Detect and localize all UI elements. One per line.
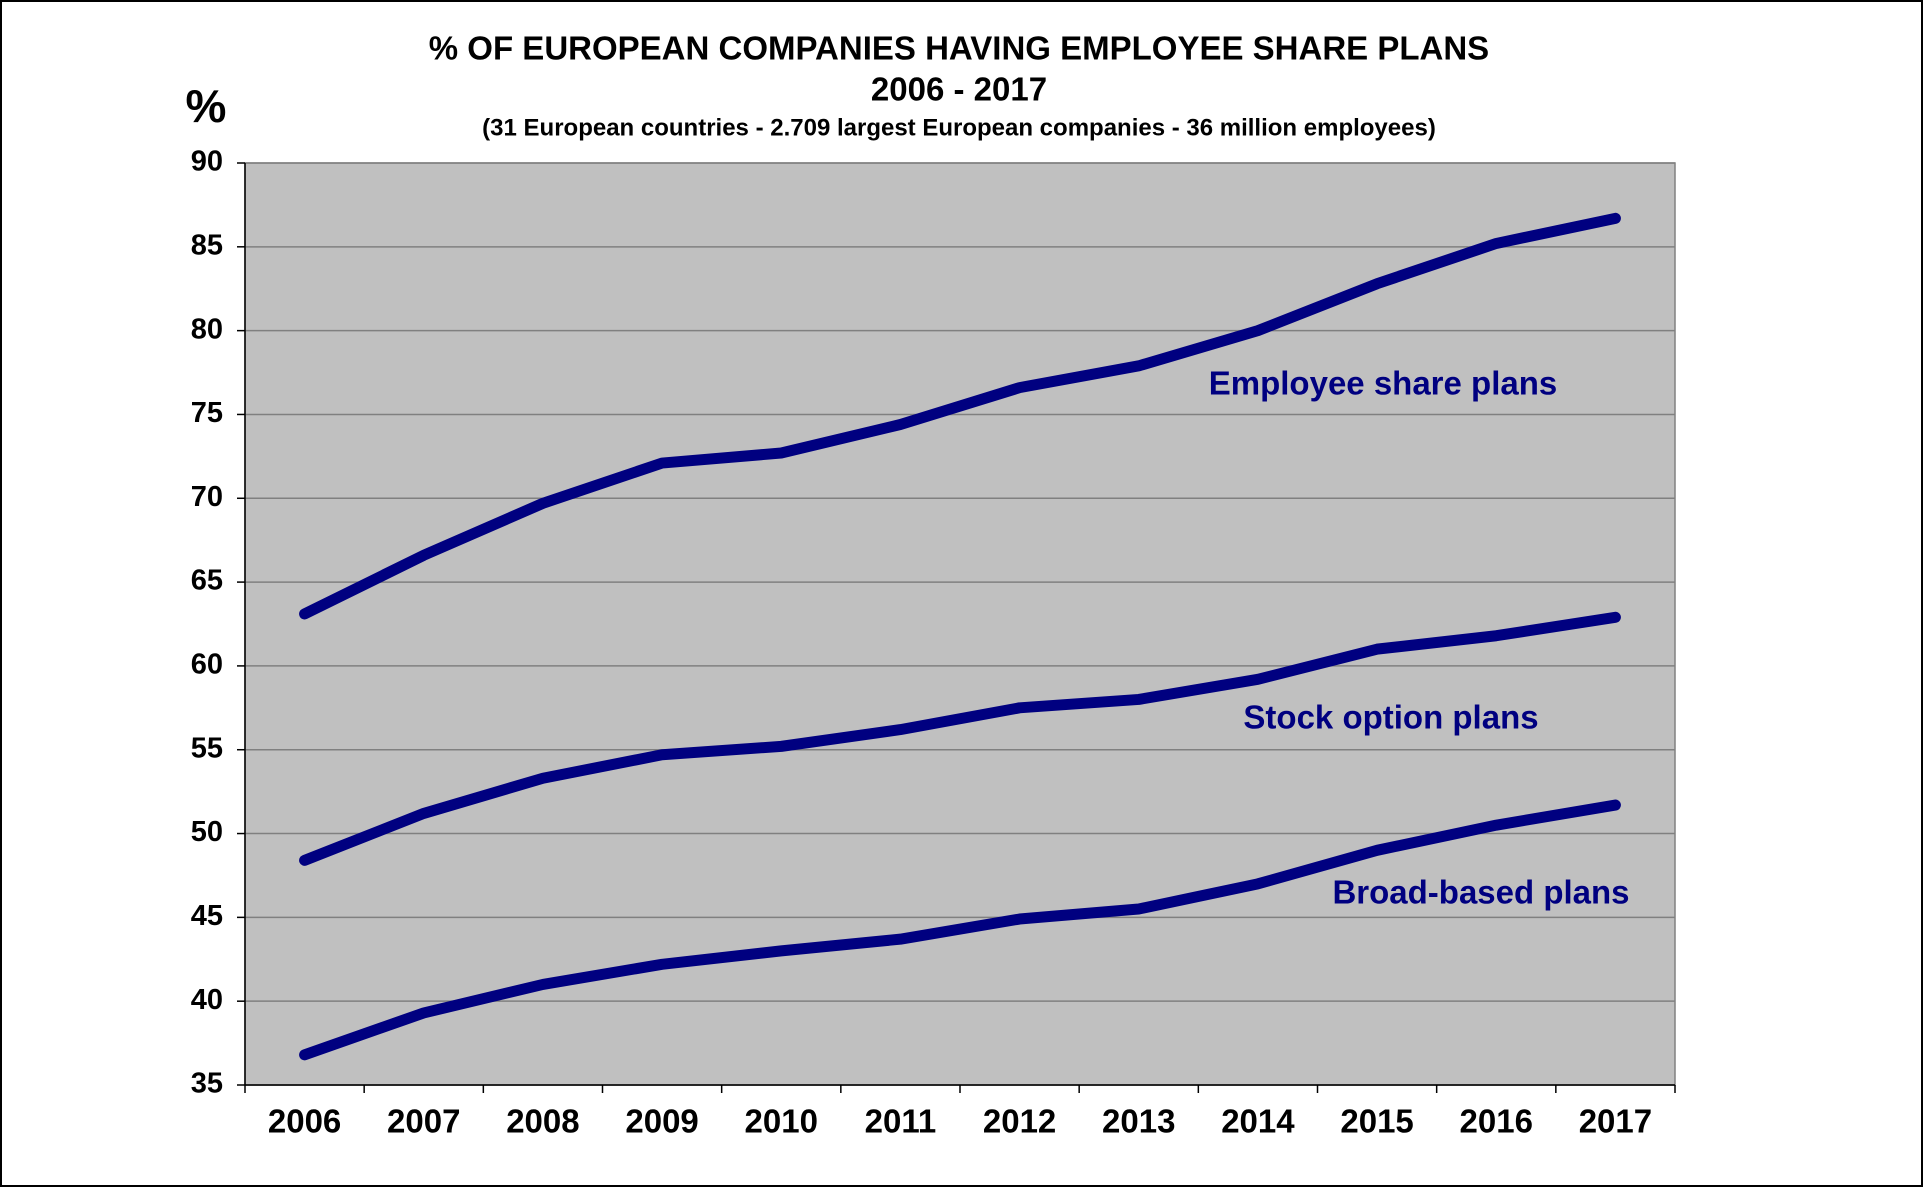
x-tick-label: 2014 xyxy=(1221,1103,1295,1140)
x-tick-label: 2006 xyxy=(268,1103,341,1140)
y-tick-label: 85 xyxy=(191,229,223,261)
x-tick-label: 2013 xyxy=(1102,1103,1175,1140)
y-tick-label: 55 xyxy=(191,732,223,764)
y-tick-label: 35 xyxy=(191,1068,223,1100)
chart-title: % OF EUROPEAN COMPANIES HAVING EMPLOYEE … xyxy=(429,30,1489,67)
series-line xyxy=(299,611,1621,866)
y-tick-label: 90 xyxy=(191,146,223,178)
x-tick-label: 2012 xyxy=(983,1103,1056,1140)
x-tick-label: 2011 xyxy=(865,1103,937,1140)
series-label: Employee share plans xyxy=(1209,365,1557,402)
chart-note: (31 European countries - 2.709 largest E… xyxy=(482,114,1436,141)
chart-subtitle: 2006 - 2017 xyxy=(871,71,1047,108)
series-label: Stock option plans xyxy=(1243,699,1538,736)
y-tick-label: 65 xyxy=(191,565,223,597)
y-tick-label: 75 xyxy=(191,397,223,429)
x-tick-label: 2010 xyxy=(745,1103,818,1140)
x-tick-label: 2009 xyxy=(625,1103,698,1140)
x-tick-label: 2007 xyxy=(387,1103,460,1140)
y-axis-label: % xyxy=(186,80,227,132)
x-tick-label: 2017 xyxy=(1579,1103,1652,1140)
y-tick-label: 45 xyxy=(191,900,223,932)
series-label: Broad-based plans xyxy=(1332,874,1629,911)
y-tick-label: 50 xyxy=(191,816,223,848)
plot-area xyxy=(244,162,1676,1086)
y-tick-label: 80 xyxy=(191,313,223,345)
y-tick-label: 60 xyxy=(191,649,223,681)
x-tick-label: 2008 xyxy=(506,1103,579,1140)
y-tick-label: 70 xyxy=(191,481,223,513)
series-line xyxy=(299,799,1621,1061)
y-tick-label: 40 xyxy=(191,984,223,1016)
series-line xyxy=(299,212,1621,620)
x-tick-label: 2016 xyxy=(1460,1103,1533,1140)
x-tick-label: 2015 xyxy=(1340,1103,1413,1140)
